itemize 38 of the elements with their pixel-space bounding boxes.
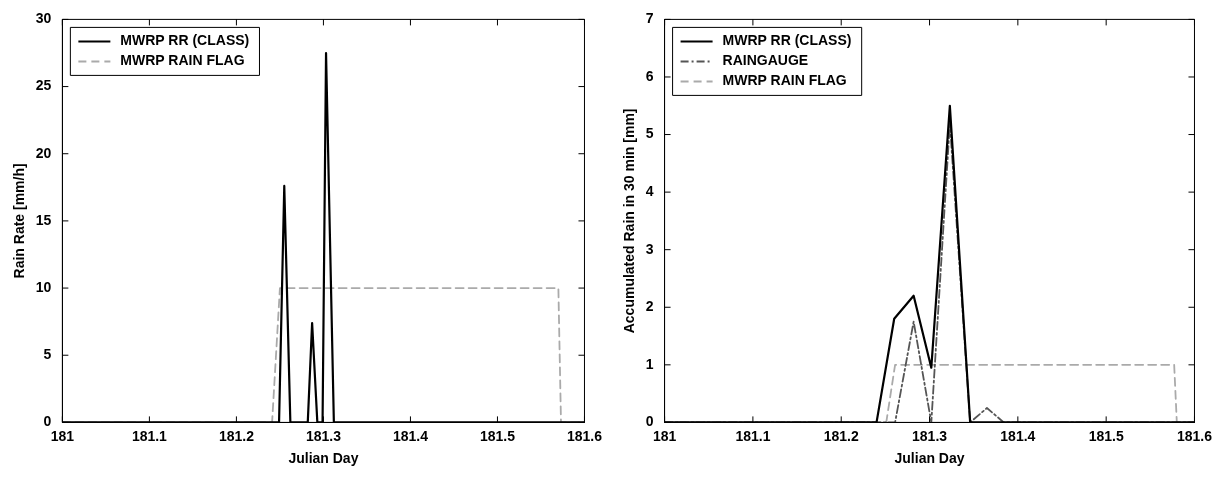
- legend-label: MWRP RR (CLASS): [120, 32, 250, 49]
- x-tick-label: 181.5: [479, 427, 516, 444]
- y-tick-label: 25: [35, 77, 52, 94]
- y-axis-title: Accumulated Rain in 30 min [mm]: [621, 108, 638, 334]
- x-tick-label: 181.6: [1176, 427, 1213, 444]
- legend-label: MWRP RAIN FLAG: [722, 72, 847, 89]
- y-tick-label: 3: [645, 240, 654, 257]
- x-tick-label: 181.6: [566, 427, 603, 444]
- y-tick-label: 7: [645, 10, 654, 27]
- y-tick-label: 0: [43, 413, 52, 430]
- legend-label: MWRP RR (CLASS): [722, 32, 852, 49]
- x-tick-label: 181.4: [392, 427, 429, 444]
- x-tick-label: 181.2: [823, 427, 859, 444]
- x-tick-label: 181.4: [1000, 427, 1036, 444]
- y-tick-label: 20: [35, 144, 52, 161]
- y-axis-title: Rain Rate [mm/h]: [11, 163, 28, 279]
- y-tick-label: 30: [35, 10, 52, 27]
- x-tick-label: 181: [50, 427, 75, 444]
- x-axis-title: Julian Day: [288, 450, 359, 467]
- x-tick-label: 181.2: [218, 427, 255, 444]
- x-tick-label: 181: [652, 427, 677, 444]
- y-tick-label: 5: [645, 125, 654, 142]
- legend-label: RAINGAUGE: [722, 52, 809, 69]
- y-tick-label: 1: [645, 355, 654, 372]
- x-tick-label: 181.3: [912, 427, 948, 444]
- y-tick-label: 0: [645, 413, 654, 430]
- x-tick-label: 181.5: [1088, 427, 1124, 444]
- y-tick-label: 15: [35, 211, 52, 228]
- y-tick-label: 10: [35, 278, 52, 295]
- x-axis-title: Julian Day: [894, 450, 965, 467]
- legend-label: MWRP RAIN FLAG: [120, 52, 245, 69]
- y-tick-label: 2: [645, 298, 654, 315]
- y-tick-label: 4: [645, 182, 654, 199]
- y-tick-label: 5: [43, 346, 52, 363]
- x-tick-label: 181.3: [305, 427, 342, 444]
- y-tick-label: 6: [645, 67, 654, 84]
- x-tick-label: 181.1: [735, 427, 771, 444]
- x-tick-label: 181.1: [131, 427, 168, 444]
